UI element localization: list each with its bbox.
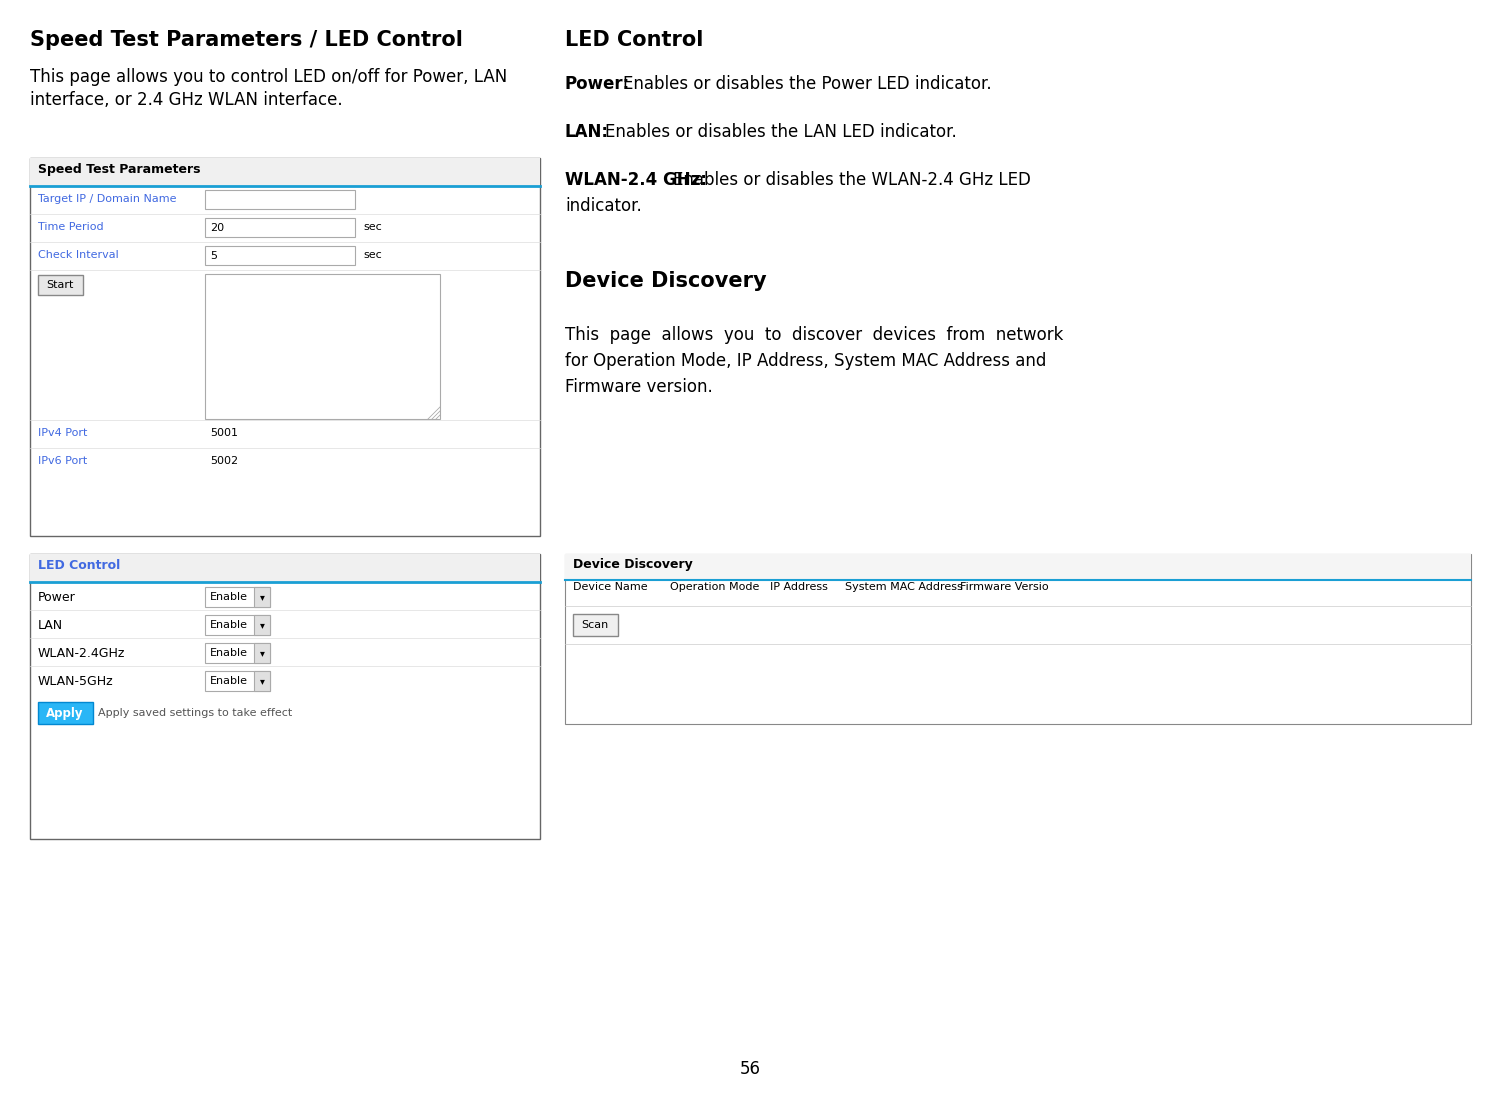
Bar (573, 614, 618, 636)
Text: ▾: ▾ (260, 676, 264, 686)
Text: indicator.: indicator. (564, 197, 642, 215)
Bar (206, 643, 270, 663)
Text: LAN:: LAN: (564, 123, 609, 141)
Text: interface, or 2.4 GHz WLAN interface.: interface, or 2.4 GHz WLAN interface. (30, 91, 342, 109)
Bar (206, 274, 440, 419)
Text: 5002: 5002 (210, 456, 239, 466)
Text: ▾: ▾ (260, 648, 264, 658)
Text: WLAN-2.4GHz: WLAN-2.4GHz (38, 647, 126, 660)
Text: 20: 20 (210, 222, 224, 233)
Text: Enable: Enable (210, 592, 248, 602)
Bar (30, 158, 540, 536)
Text: System MAC Address: System MAC Address (845, 582, 962, 592)
Text: LAN: LAN (38, 619, 63, 632)
Bar (254, 587, 270, 607)
Text: IPv6 Port: IPv6 Port (38, 456, 87, 466)
Text: for Operation Mode, IP Address, System MAC Address and: for Operation Mode, IP Address, System M… (564, 352, 1046, 370)
Text: Time Period: Time Period (38, 222, 104, 232)
Text: WLAN-2.4 GHz:: WLAN-2.4 GHz: (564, 171, 707, 189)
Bar (206, 246, 356, 265)
Text: IP Address: IP Address (770, 582, 829, 592)
Text: sec: sec (363, 250, 381, 260)
Text: 56: 56 (740, 1060, 761, 1078)
Bar (206, 615, 270, 635)
Text: LED Control: LED Control (38, 559, 120, 572)
Text: Scan: Scan (581, 620, 608, 630)
Text: Operation Mode: Operation Mode (669, 582, 760, 592)
Text: LED Control: LED Control (564, 30, 704, 50)
Text: Check Interval: Check Interval (38, 250, 119, 260)
Bar (30, 553, 540, 582)
Bar (206, 190, 356, 209)
Bar (38, 275, 83, 295)
Text: 5: 5 (210, 251, 218, 261)
Text: Start: Start (47, 279, 74, 290)
Text: This page allows you to control LED on/off for Power, LAN: This page allows you to control LED on/o… (30, 68, 507, 85)
Text: Enables or disables the LAN LED indicator.: Enables or disables the LAN LED indicato… (605, 123, 956, 141)
Bar (206, 671, 270, 690)
Bar (564, 553, 1471, 724)
Text: This  page  allows  you  to  discover  devices  from  network: This page allows you to discover devices… (564, 326, 1063, 344)
Text: Target IP / Domain Name: Target IP / Domain Name (38, 194, 177, 204)
Bar (254, 615, 270, 635)
Text: Power: Power (38, 591, 75, 604)
Text: 5001: 5001 (210, 429, 239, 438)
Text: Enable: Enable (210, 676, 248, 686)
Text: Device Name: Device Name (573, 582, 647, 592)
Bar (206, 587, 270, 607)
Text: Enables or disables the Power LED indicator.: Enables or disables the Power LED indica… (623, 75, 992, 93)
Text: Firmware Versio: Firmware Versio (961, 582, 1049, 592)
Text: Enable: Enable (210, 620, 248, 630)
Bar (564, 553, 1471, 580)
Bar (30, 158, 540, 186)
Text: sec: sec (363, 222, 381, 232)
Bar (30, 553, 540, 840)
Text: Power:: Power: (564, 75, 630, 93)
Text: Device Discovery: Device Discovery (573, 558, 693, 571)
Text: Apply: Apply (47, 707, 84, 719)
Text: Enables or disables the WLAN-2.4 GHz LED: Enables or disables the WLAN-2.4 GHz LED (672, 171, 1031, 189)
Bar (38, 703, 93, 724)
Text: ▾: ▾ (260, 592, 264, 602)
Bar (254, 671, 270, 690)
Text: Device Discovery: Device Discovery (564, 271, 767, 292)
Bar (254, 643, 270, 663)
Text: Enable: Enable (210, 648, 248, 658)
Text: Speed Test Parameters / LED Control: Speed Test Parameters / LED Control (30, 30, 462, 50)
Text: Speed Test Parameters: Speed Test Parameters (38, 163, 201, 176)
Bar (206, 218, 356, 237)
Text: WLAN-5GHz: WLAN-5GHz (38, 675, 114, 688)
Text: Apply saved settings to take effect: Apply saved settings to take effect (98, 708, 293, 718)
Text: ▾: ▾ (260, 620, 264, 630)
Text: Firmware version.: Firmware version. (564, 378, 713, 396)
Text: IPv4 Port: IPv4 Port (38, 429, 87, 438)
